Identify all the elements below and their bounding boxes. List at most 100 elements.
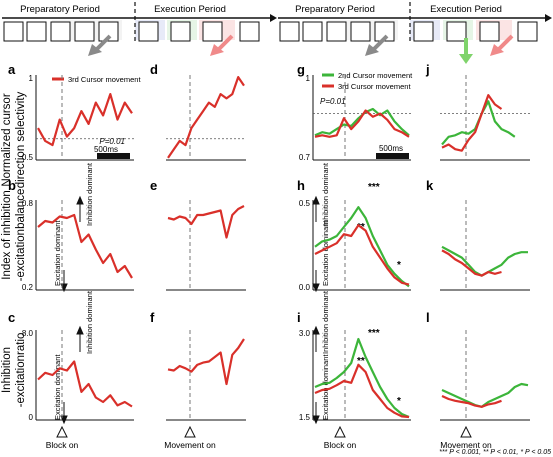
inhibition-dominant-label-i: Inhibition dominant (321, 290, 330, 354)
legend-text-3rd: 3rd Cursor movement (338, 82, 411, 91)
panel-letter-j: j (425, 62, 430, 77)
row-label-1b: direction selectivity (15, 91, 27, 188)
panel-letter-c: c (8, 310, 15, 325)
dominance-labels: Inhibition dominant Excitation dominant … (53, 162, 330, 420)
significance-footnote: *** P < 0.001, ** P < 0.01, * P < 0.05 (439, 449, 551, 456)
timeline-header-left: Preparatory Period Execution Period (2, 2, 277, 56)
legend-panel-g: 2nd Cursor movement 3rd Cursor movement (322, 71, 413, 91)
series-line-b-0 (37, 213, 133, 279)
scale-bar-a (97, 153, 130, 159)
timeline-arrowhead (545, 14, 552, 22)
legend-panel-a: 3rd Cursor movement (52, 75, 141, 84)
panel-i: 3.0 1.5 (299, 329, 411, 422)
series-line-h-1 (314, 224, 410, 286)
ytick-top-a: 1 (29, 74, 34, 83)
movement-on-label: Movement on (164, 440, 216, 450)
star-i-1: * (397, 396, 401, 407)
panel-b: 0.8 0.2 (22, 199, 134, 292)
series-line-i-0 (314, 337, 410, 419)
exec-period-label: Execution Period (154, 4, 226, 15)
panel-d (166, 75, 246, 161)
panel-letter-l: l (426, 310, 430, 325)
ytick-bottom-i: 1.5 (299, 413, 311, 422)
row-label-2a: Index of inhibition (1, 190, 13, 280)
panel-c: 8.00 (22, 329, 134, 422)
panel-letter-a: a (8, 62, 16, 77)
scale-bar-g (376, 153, 409, 159)
star-i-3: *** (368, 328, 380, 339)
panel-h: 0.5 0.0 (299, 199, 411, 292)
series-line-g-0 (314, 107, 410, 137)
row-label-2b: -excitationbalance (15, 189, 27, 282)
inhibition-dominant-label-c: Inhibition dominant (85, 290, 94, 354)
timeline-header-right: Preparatory Period Execution Period (278, 2, 552, 64)
panel-letter-k: k (426, 178, 434, 193)
series-line-f-0 (167, 338, 245, 386)
ytick-bottom-h: 0.0 (299, 283, 311, 292)
row-label-1a: Normalized cursor (1, 93, 13, 186)
row-label-3a: Inhibition (1, 347, 13, 393)
panel-letter-g: g (297, 62, 305, 77)
excitation-dominant-label-b: Excitation dominant (53, 220, 62, 286)
prep-period-label: Preparatory Period (295, 4, 375, 15)
pink-arrow-icon (210, 34, 234, 56)
scale-bar-label-a: 500ms (94, 145, 118, 154)
series-line-k-1 (441, 249, 502, 277)
task-frames (3, 21, 260, 42)
ytick-top-c: 8.0 (22, 329, 34, 338)
row-label-3b: -excitationratio (15, 333, 27, 408)
series-line-d-0 (167, 75, 245, 159)
ytick-top-b: 0.8 (22, 199, 34, 208)
timeline-arrowhead (270, 14, 277, 22)
ytick-bottom-g: 0.7 (299, 153, 311, 162)
inhibition-dominant-label-h: Inhibition dominant (321, 162, 330, 226)
ytick-top-i: 3.0 (299, 329, 311, 338)
star-i-2: ** (357, 356, 365, 367)
panel-a: 10.5 (22, 74, 134, 162)
panel-l (440, 330, 530, 421)
series-line-h-0 (314, 206, 410, 288)
series-line-k-0 (441, 245, 528, 277)
excitation-dominant-label-c: Excitation dominant (53, 354, 62, 420)
inhibition-dominant-label-b: Inhibition dominant (85, 162, 94, 226)
series-line-l-0 (441, 382, 529, 408)
star-h-1: * (397, 260, 401, 271)
p-value-label-a: P=0.01 (99, 137, 125, 146)
panel-letter-i: i (297, 310, 301, 325)
gray-arrow-icon (88, 34, 112, 56)
series-line-g-1 (314, 109, 410, 138)
p-value-label-g: P=0.01 (320, 97, 346, 106)
legend-text-3rd: 3rd Cursor movement (68, 75, 141, 84)
movement-on-label: Movement on (440, 440, 492, 450)
series-line-i-1 (314, 363, 410, 419)
excitation-dominant-label-h: Excitation dominant (321, 220, 330, 286)
task-frames (279, 21, 538, 42)
series-line-j-1 (441, 93, 503, 152)
excitation-dominant-label-i: Excitation dominant (321, 354, 330, 420)
plot-area: 10.510.70.80.20.50.08.003.01.5 (22, 74, 530, 422)
panel-g: 10.7 (299, 74, 411, 162)
panel-e (166, 200, 246, 291)
gray-arrow-icon (365, 34, 389, 56)
block-on-marker-right: Block on (324, 425, 357, 450)
panel-k (440, 200, 530, 291)
panel-letter-f: f (150, 310, 155, 325)
series-line-c-0 (37, 360, 133, 408)
panel-letter-e: e (150, 178, 157, 193)
panel-letter-b: b (8, 178, 16, 193)
block-on-label: Block on (324, 440, 357, 450)
block-on-label: Block on (46, 440, 79, 450)
series-line-e-0 (167, 205, 245, 239)
block-on-marker-left: Block on (46, 425, 79, 450)
panel-letters: a d g j b e h k c f i l (8, 62, 434, 325)
ytick-bottom-b: 0.2 (22, 283, 34, 292)
scale-bar-label-g: 500ms (379, 144, 403, 153)
panel-j (440, 75, 530, 161)
panel-letter-d: d (150, 62, 158, 77)
panel-letter-h: h (297, 178, 305, 193)
green-arrow-icon (459, 38, 473, 64)
exec-period-label: Execution Period (430, 4, 502, 15)
ytick-bottom-c: 0 (29, 413, 34, 422)
